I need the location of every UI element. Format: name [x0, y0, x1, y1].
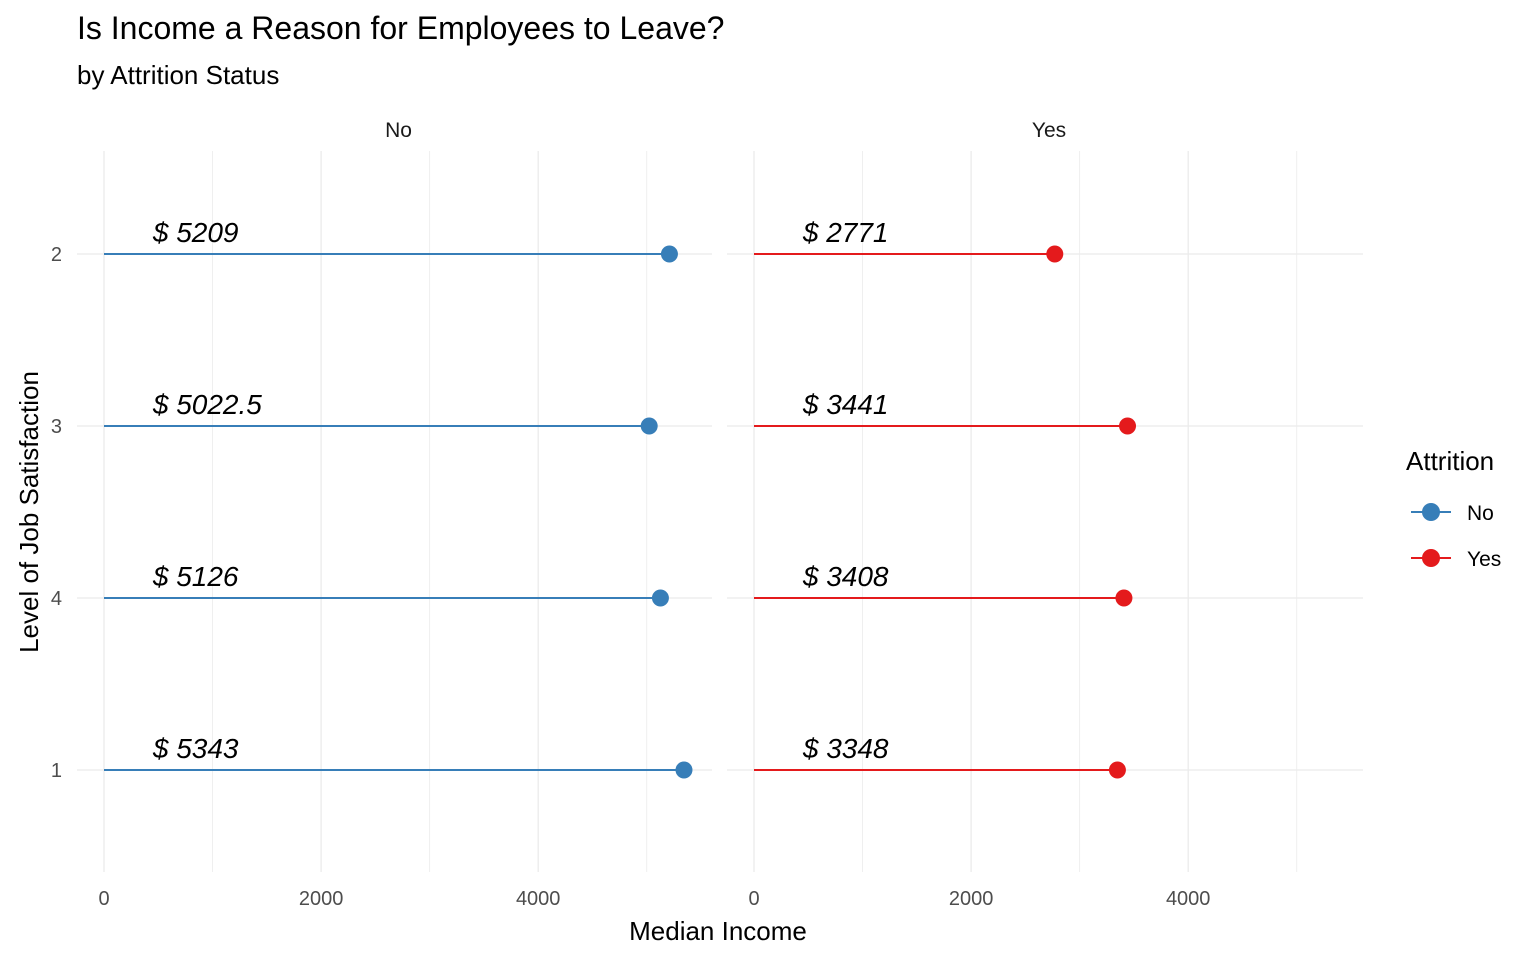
x-tick-label: 0 [98, 888, 109, 910]
y-tick-label: 4 [51, 588, 62, 610]
legend-label: No [1467, 502, 1494, 525]
lollipop-point [1108, 761, 1126, 779]
data-label: $ 5022.5 [152, 389, 262, 420]
y-tick-label: 3 [51, 416, 62, 438]
y-tick-label: 2 [51, 244, 62, 266]
lollipop-point [1115, 589, 1133, 607]
x-tick-label: 2000 [299, 888, 344, 910]
legend-title: Attrition [1406, 446, 1494, 476]
x-tick-label: 2000 [949, 888, 994, 910]
data-label: $ 2771 [802, 217, 889, 248]
data-label: $ 3348 [802, 733, 889, 764]
y-tick-label: 1 [51, 760, 62, 782]
legend-key-point [1422, 503, 1440, 521]
facet-strip-label: Yes [1032, 119, 1066, 142]
y-axis-title: Level of Job Satisfaction [14, 371, 44, 653]
x-tick-label: 0 [748, 888, 759, 910]
legend-label: Yes [1467, 548, 1501, 571]
x-axis-title: Median Income [629, 916, 807, 946]
lollipop-point [1119, 417, 1137, 435]
chart-subtitle: by Attrition Status [77, 60, 280, 90]
data-label: $ 5209 [152, 217, 239, 248]
legend-key-point [1422, 549, 1440, 567]
text-layer: 2 3 4 1 No 0 2000 4000 $ 5209 $ 5022.5 $ 5126 $ 534… [51, 119, 1211, 910]
x-tick-label: 4000 [516, 888, 561, 910]
lollipop-point [1046, 245, 1064, 263]
data-label: $ 3441 [802, 389, 889, 420]
facet-strip-label: No [385, 119, 412, 142]
data-label: $ 5343 [152, 733, 239, 764]
data-label: $ 5126 [152, 561, 239, 592]
x-tick-label: 4000 [1166, 888, 1211, 910]
lollipop-point [675, 761, 693, 779]
marks-layer [104, 245, 1137, 779]
lollipop-point [651, 589, 669, 607]
lollipop-point [640, 417, 658, 435]
data-label: $ 3408 [802, 561, 889, 592]
grid-layer [77, 151, 1363, 872]
chart-title: Is Income a Reason for Employees to Leav… [77, 10, 725, 46]
legend: Attrition No Yes [1406, 446, 1501, 571]
lollipop-point [660, 245, 678, 263]
